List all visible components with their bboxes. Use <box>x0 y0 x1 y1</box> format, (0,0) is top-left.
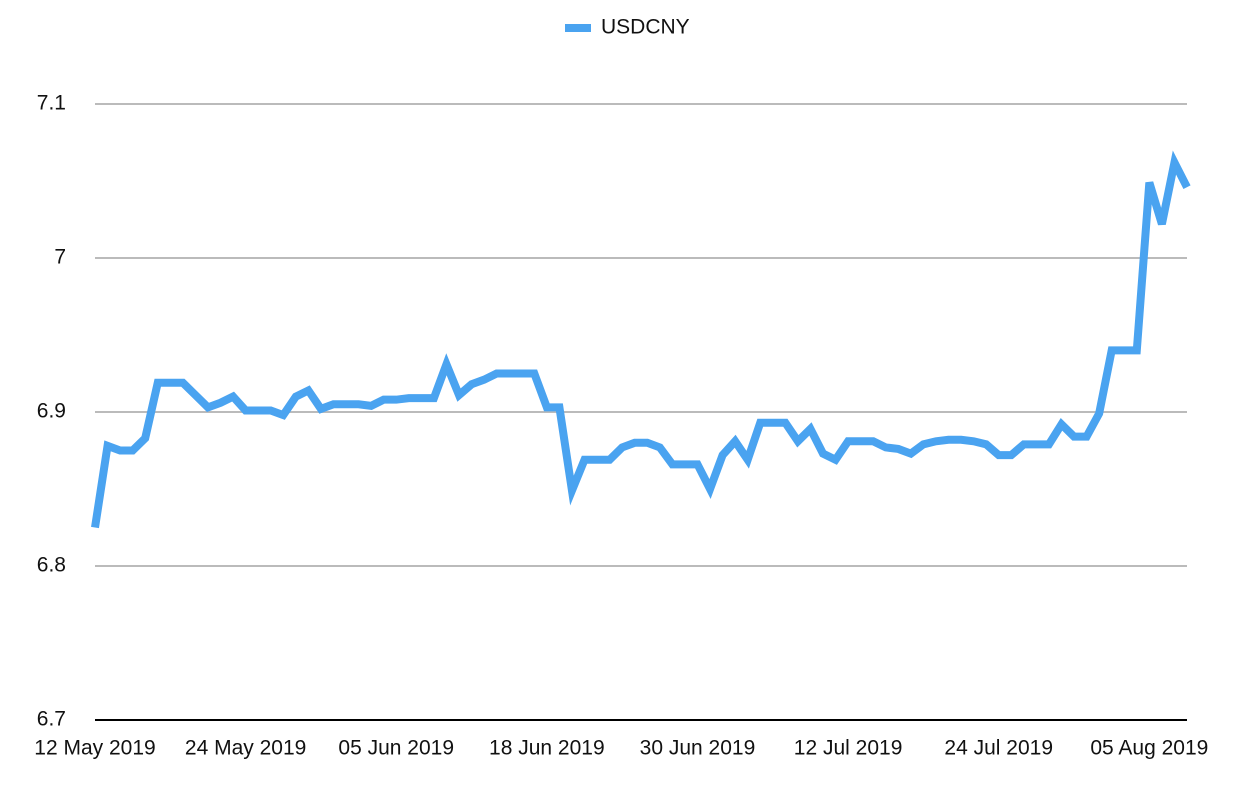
y-tick-label: 7 <box>54 246 66 269</box>
x-tick-label: 24 May 2019 <box>185 737 306 760</box>
legend-label: USDCNY <box>601 16 690 39</box>
x-tick-label: 12 Jul 2019 <box>794 737 903 760</box>
y-tick-label: 6.9 <box>37 400 66 423</box>
y-tick-label: 6.8 <box>37 554 66 577</box>
x-tick-label: 30 Jun 2019 <box>640 737 756 760</box>
data-line <box>91 150 1191 529</box>
x-tick-label: 05 Aug 2019 <box>1090 737 1208 760</box>
y-tick-label: 7.1 <box>37 92 66 115</box>
y-tick-label: 6.7 <box>37 708 66 731</box>
x-tick-label: 05 Jun 2019 <box>338 737 454 760</box>
x-tick-label: 18 Jun 2019 <box>489 737 605 760</box>
x-tick-label: 12 May 2019 <box>34 737 155 760</box>
x-tick-label: 24 Jul 2019 <box>944 737 1053 760</box>
